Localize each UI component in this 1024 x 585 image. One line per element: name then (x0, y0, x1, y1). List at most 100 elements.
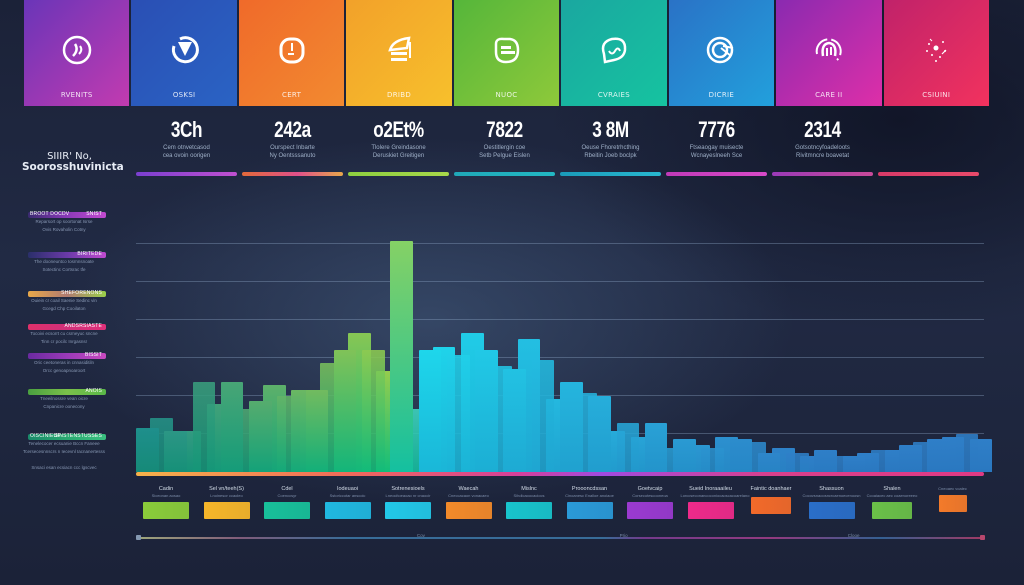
category-button[interactable] (566, 502, 613, 519)
legend-item-6[interactable]: OISCINIEUF SINSTENSTUSSES Tenelecocer ecs… (18, 433, 110, 456)
button-subtitle: Corsecotescooneoa (632, 493, 668, 498)
category-button[interactable] (872, 502, 912, 519)
chart-bar[interactable] (560, 382, 583, 472)
chart-bar[interactable] (418, 349, 442, 472)
category-button-group-13: Cneoaec voalec (923, 486, 983, 512)
category-tile-3[interactable]: DRIBD (346, 0, 452, 106)
chart-bar[interactable] (757, 452, 781, 472)
timeline-start-handle[interactable] (136, 535, 141, 540)
legend-pill-label: ANDSRSIASTE (64, 323, 102, 329)
timeline-slider[interactable]: Cov Prio Clooe (136, 533, 985, 540)
category-button[interactable] (445, 502, 492, 519)
category-tile-2[interactable]: CERT (238, 0, 345, 106)
button-subtitle: Lneocitoeaoao nr cnaocir (385, 493, 431, 498)
timeline-marker-label: Clooe (847, 533, 860, 538)
tile-label: DICRIE (708, 91, 735, 99)
stat-progress-bar (136, 172, 237, 176)
chart-bar[interactable] (220, 382, 244, 472)
stat-card-7 (878, 116, 979, 176)
chart-bar[interactable] (503, 368, 527, 472)
category-tile-5[interactable]: CVRAIES (561, 0, 667, 106)
category-tile-4[interactable]: NUOC (453, 0, 560, 106)
button-subtitle: Siceonan aosao (151, 493, 181, 498)
chart-bar[interactable] (644, 423, 668, 472)
category-button-group-3: Iodeuaoi Sstoriccotar anscoic (318, 486, 378, 519)
category-tile-8[interactable]: CSIUINI (883, 0, 989, 106)
chart-bar[interactable] (446, 355, 470, 472)
button-subtitle: Cneoaec voalec (938, 486, 967, 491)
category-tile-1[interactable]: OSKSI (131, 0, 237, 106)
button-subtitle: Cneccacaon vonacaeo (448, 493, 489, 498)
chart-bar[interactable] (277, 395, 300, 472)
chart-bar[interactable] (531, 360, 555, 472)
category-button[interactable] (687, 502, 734, 519)
category-button[interactable] (324, 502, 371, 519)
category-button-group-6: Mislnc Sihdlcaoocaciocs (499, 486, 559, 519)
stat-desc-line2: Deruskiet Greitigen (372, 153, 425, 159)
chart-bar[interactable] (729, 439, 753, 472)
legend-item-7[interactable]: Snsaci esan ecsiacn ccc lgscvec (18, 464, 110, 472)
stat-desc-line1: Oestitlergin coe (483, 145, 526, 151)
category-button-group-9: Sueid Inoraaaileu Lorccseconancoconiocao… (681, 486, 749, 519)
category-button[interactable] (506, 502, 552, 519)
chart-bar[interactable] (927, 439, 951, 472)
legend-item-5[interactable]: ANOIS Tneeilnossre vean oicre Cnpanicre o… (18, 388, 110, 411)
chart-bar[interactable] (842, 455, 866, 472)
chart-bar[interactable] (899, 444, 922, 472)
legend-item-0[interactable]: BROOT DOCDV SNIST Reparsort op soortonat … (18, 211, 110, 234)
tile-label: CERT (282, 91, 302, 99)
button-title: Faintic doanhaer (750, 486, 792, 492)
chat-bubble-icon (596, 32, 632, 68)
chart-bar[interactable] (955, 433, 979, 472)
stat-desc-line1: Oeuse Fhoretrhcthing (581, 145, 640, 151)
chart-bar[interactable] (786, 452, 809, 472)
chart-bar[interactable] (164, 431, 187, 472)
chart-bar[interactable] (249, 401, 272, 472)
legend-item-1[interactable]: BIRITEDE The dooneuntco Iosrnnsnoate Sote… (18, 251, 110, 274)
category-tile-6[interactable]: DICRIE (668, 0, 775, 106)
stat-value: 2314 (804, 117, 841, 142)
bar-chart (136, 200, 993, 476)
chart-bar[interactable] (333, 349, 357, 472)
timeline-end-handle[interactable] (980, 535, 985, 540)
chart-bar[interactable] (136, 428, 159, 472)
chart-bar[interactable] (616, 423, 640, 472)
chart-bar[interactable] (870, 450, 894, 472)
legend-item-2[interactable]: SHEFORENONS Ouiein cr coail Saenie Sedinc… (18, 290, 110, 313)
stat-desc-line1: Ourspect Inbarte (270, 145, 315, 151)
chart-bar[interactable] (390, 240, 413, 472)
chart-bar[interactable] (362, 349, 385, 472)
chart-bar[interactable] (673, 439, 696, 472)
category-tile-0[interactable]: RVENITS (24, 0, 130, 106)
chart-bar[interactable] (305, 390, 329, 472)
chart-bar[interactable] (475, 349, 498, 472)
category-button-group-8: Goetvcaip Corsecotescooneoa (620, 486, 680, 519)
chart-bar[interactable] (814, 450, 837, 472)
stat-progress-bar (878, 172, 979, 176)
button-title: Cdel (281, 486, 293, 492)
category-button[interactable] (143, 502, 189, 519)
stat-card-1: 242a Ourspect Inbarte Ny Oentsssanuto (242, 116, 343, 176)
chart-bar[interactable] (588, 395, 611, 472)
legend-desc-line1: Tneeilnossre vean oicre (40, 396, 88, 401)
stat-desc-line1: Tlolere Greindasone (371, 145, 426, 151)
category-button-group-12: Shalen Ccoaiacec aec coaenoreeeo (862, 486, 922, 519)
category-button[interactable] (385, 502, 431, 519)
legend-item-3[interactable]: ANDSRSIASTE Tocoivi ecsorrt cu csrneyuc s… (18, 323, 110, 346)
category-tile-7[interactable]: CARE II (776, 0, 882, 106)
stat-desc-line2: Wcnayeslneeh Sce (690, 153, 743, 159)
category-button[interactable] (264, 502, 310, 519)
stat-desc-line2: Rivitmncre boavetat (795, 153, 850, 159)
chart-bar[interactable] (192, 382, 216, 472)
stat-desc-line2: Setb Pelgue Eislen (479, 153, 530, 159)
legend-item-4[interactable]: BISSIT Oric ceetoneras in cnnasiditiln Or… (18, 352, 110, 375)
chart-bar[interactable] (701, 447, 724, 472)
category-button[interactable] (808, 502, 855, 519)
legend-desc-line2: Tcersecesnnscrs n Iecevnl Iacnanertesss (22, 449, 106, 454)
category-button[interactable] (938, 495, 967, 512)
gridline (136, 318, 984, 320)
button-title: Mislnc (521, 486, 537, 492)
category-button[interactable] (751, 497, 791, 514)
category-button[interactable] (627, 502, 673, 519)
category-button[interactable] (203, 502, 250, 519)
